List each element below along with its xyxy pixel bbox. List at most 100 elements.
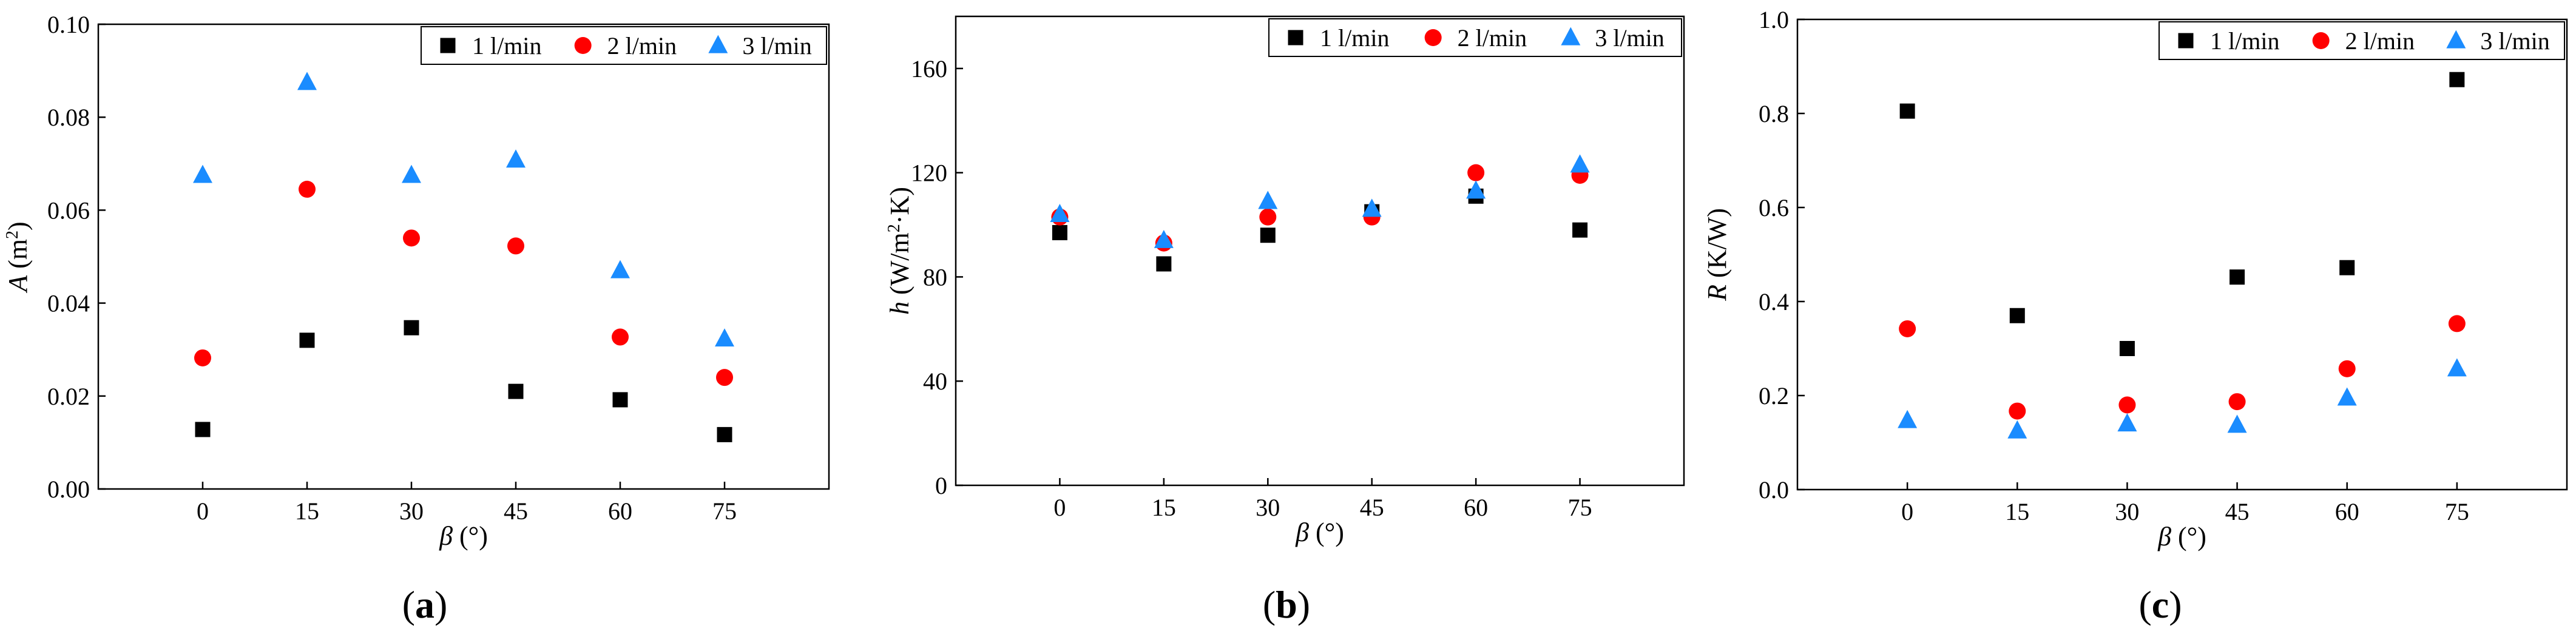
y-axis-unit: (W/m [885,232,914,302]
data-point-circle [1467,164,1485,181]
panel-label-letter: b [1276,583,1297,626]
data-point-triangle [506,149,526,168]
data-point-square [1899,103,1915,119]
legend-label: 1 l/min [1320,24,1389,52]
plot-frame [97,23,830,490]
y-tick-label: 0.8 [1759,100,1789,127]
y-tick-label: 1.0 [1759,6,1789,33]
x-tick-label: 45 [1360,494,1384,521]
x-tick-label: 0 [1053,494,1066,521]
data-point-square [612,392,628,408]
y-axis-label: h (W/m2·K) [885,187,915,315]
series-2 [1051,164,1589,252]
series-1 [195,320,732,442]
x-axis-label: β (°) [1295,517,1344,547]
y-tick-label: 120 [911,160,947,187]
chart-panel-b: 0 40 80 120 160 0 15 30 45 60 75 β (°) h (W/m2·K) 1 l… [885,15,1685,626]
data-point-square [1156,256,1172,272]
y-axis-var: A [3,275,33,294]
x-tick-label: 30 [399,497,424,525]
legend-label: 2 l/min [607,32,677,59]
legend-label: 1 l/min [472,32,541,59]
data-point-triangle [2117,413,2137,432]
x-tick-label: 75 [2445,498,2469,525]
legend-label: 3 l/min [2480,27,2549,55]
panel-label-open: ( [402,583,415,626]
x-axis-label: β (°) [2157,522,2206,551]
data-point-triangle [1466,180,1486,199]
data-point-triangle [1570,154,1590,173]
panel-label-open: ( [2138,583,2151,626]
data-point-square [508,383,524,399]
x-tick-label: 45 [2225,498,2250,525]
x-tick-label: 15 [295,497,319,525]
data-point-square [195,422,211,437]
x-axis-label: β (°) [439,521,488,551]
legend-marker-triangle [1561,27,1581,46]
data-point-square [2229,269,2245,285]
data-point-triangle [610,260,630,278]
y-tick-label: 80 [923,263,947,291]
legend: 1 l/min 2 l/min 3 l/min [1268,18,1682,57]
data-point-square [2119,341,2135,356]
panel-label: (a) [402,583,448,626]
data-point-triangle [297,72,317,90]
chart-panel-a: 0.00 0.02 0.04 0.06 0.08 0.10 0 15 30 45 60 75 β (°)… [3,11,830,626]
y-tick-label: 0.06 [47,197,90,224]
data-point-circle [2009,402,2026,420]
x-tick-label: 0 [1901,498,1913,525]
x-tick-label: 0 [197,497,209,525]
y-axis-var: R [1702,285,1732,302]
y-axis-label: A (m2) [3,221,33,293]
data-point-triangle [2337,387,2357,406]
y-axis-unit: (m [3,239,33,275]
legend-label: 2 l/min [2345,27,2415,55]
panel-label-close: ) [1297,583,1310,626]
y-tick-label: 0.10 [47,11,90,38]
data-point-circle [2228,393,2246,411]
y-tick-label: 0.04 [47,290,90,317]
y-tick-label: 160 [911,55,947,83]
data-point-circle [2448,315,2466,332]
y-axis-unit-post: ) [3,221,33,231]
data-point-triangle [715,328,734,347]
legend-marker-triangle [2446,30,2466,49]
y-tick-label: 0.6 [1759,194,1789,221]
panel-label-open: ( [1263,583,1276,626]
y-tick-label: 0.02 [47,383,90,410]
legend-marker-circle [2312,32,2330,49]
data-point-triangle [1898,410,1918,428]
legend-label: 3 l/min [742,32,811,59]
y-axis-unit: (K/W) [1702,208,1732,285]
data-point-square [717,426,732,442]
x-axis-unit: (°) [453,521,488,551]
y-tick-label: 40 [923,368,947,395]
x-tick-label: 30 [2115,498,2139,525]
legend: 1 l/min 2 l/min 3 l/min [2158,21,2565,60]
x-tick-label: 75 [1568,494,1592,521]
data-point-triangle [2007,420,2027,439]
data-point-circle [2338,360,2356,377]
data-point-triangle [193,164,212,183]
panel-label-close: ) [2169,583,2182,626]
legend-label: 3 l/min [1595,24,1664,52]
x-axis-unit: (°) [2171,522,2206,551]
series-3 [1898,358,2467,439]
data-point-triangle [1362,198,1382,217]
data-point-circle [716,369,733,386]
x-tick-label: 60 [2335,498,2359,525]
y-tick-label: 0 [935,472,947,499]
x-axis-unit: (°) [1309,517,1344,547]
y-axis-unit-sup: 2 [3,231,22,239]
legend-marker-triangle [708,35,728,53]
series-2 [194,180,733,386]
panel-label-letter: a [415,583,434,626]
data-point-square [1260,228,1276,243]
x-tick-label: 30 [1256,494,1280,521]
panel-label: (c) [2138,583,2182,626]
data-point-square [2009,308,2025,323]
data-point-square [1572,222,1588,238]
y-tick-label: 0.00 [47,476,90,503]
legend-label: 1 l/min [2210,27,2279,55]
panel-label: (b) [1263,583,1310,626]
